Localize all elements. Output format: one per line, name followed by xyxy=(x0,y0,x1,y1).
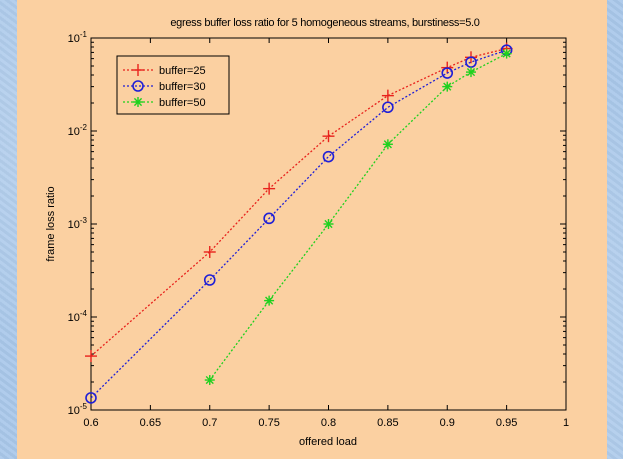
data-point-buffer-50 xyxy=(204,375,215,386)
data-point-buffer-50 xyxy=(264,295,275,306)
x-tick-label: 0.65 xyxy=(140,417,161,429)
data-point-buffer-25 xyxy=(85,350,97,363)
y-axis-label: frame loss ratio xyxy=(45,186,57,261)
x-tick-label: 0.6 xyxy=(83,417,98,429)
axis-ticks: 0.6 0.65 0.7 0.75 0.8 0.85 0.9 0.95 1 10-1 10-2 10-… xyxy=(68,30,569,429)
series-line-buffer-25 xyxy=(90,47,507,357)
x-tick-label: 0.8 xyxy=(321,417,336,429)
loss-ratio-chart: egress buffer loss ratio for 5 homogeneo… xyxy=(45,17,569,448)
data-point-buffer-30 xyxy=(263,212,275,225)
series-line-buffer-30 xyxy=(90,49,507,399)
data-point-buffer-25 xyxy=(203,245,216,258)
x-tick-label: 0.7 xyxy=(202,417,217,429)
y-tick-label: 10-1 xyxy=(68,30,88,45)
legend-label-buffer-50: buffer=50 xyxy=(159,97,206,109)
x-axis-label: offered load xyxy=(299,436,357,448)
data-point-buffer-50-d2 xyxy=(443,82,452,91)
legend-marker-buffer-25 xyxy=(132,64,144,76)
data-point-buffer-50-d2 xyxy=(502,49,511,58)
data-point-buffer-25 xyxy=(381,89,394,102)
x-tick-label: 0.85 xyxy=(377,417,398,429)
data-point-buffer-50-d2 xyxy=(324,219,333,229)
y-tick-label: 10-2 xyxy=(68,123,88,138)
y-tick-label: 10-5 xyxy=(68,402,88,417)
x-tick-label: 0.75 xyxy=(258,417,279,429)
legend-label-buffer-30: buffer=30 xyxy=(159,81,206,93)
data-point-buffer-30 xyxy=(322,150,335,163)
legend-marker-buffer-50-d2 xyxy=(133,97,143,107)
data-point-buffer-50-d2 xyxy=(205,375,214,385)
data-point-buffer-50 xyxy=(501,48,512,59)
chart-title: egress buffer loss ratio for 5 homogeneo… xyxy=(170,17,479,29)
data-point-buffer-30 xyxy=(85,392,97,404)
data-point-buffer-30 xyxy=(441,67,454,79)
data-point-buffer-30 xyxy=(382,101,394,114)
x-tick-label: 0.95 xyxy=(496,417,517,429)
data-point-buffer-50 xyxy=(442,81,453,92)
series-group xyxy=(85,42,513,404)
chart-figure: egress buffer loss ratio for 5 homogeneo… xyxy=(17,0,607,459)
legend: buffer=25 buffer=30 buffer=50 xyxy=(116,55,230,115)
data-point-buffer-50-d2 xyxy=(383,140,392,149)
legend-marker-buffer-30 xyxy=(132,80,144,92)
data-point-buffer-50 xyxy=(466,67,476,78)
data-point-buffer-50-d2 xyxy=(466,67,476,77)
data-point-buffer-50 xyxy=(323,219,334,229)
data-point-buffer-30 xyxy=(203,274,216,286)
x-tick-label: 1 xyxy=(563,417,569,429)
legend-label-buffer-25: buffer=25 xyxy=(159,65,206,77)
data-point-buffer-50 xyxy=(382,139,393,150)
legend-marker-buffer-50 xyxy=(133,97,143,107)
data-point-buffer-25 xyxy=(263,182,276,195)
x-tick-label: 0.9 xyxy=(440,417,455,429)
data-point-buffer-50-d2 xyxy=(265,296,274,305)
y-tick-label: 10-3 xyxy=(68,216,88,231)
y-tick-label: 10-4 xyxy=(68,309,88,324)
data-point-buffer-25 xyxy=(322,130,335,143)
